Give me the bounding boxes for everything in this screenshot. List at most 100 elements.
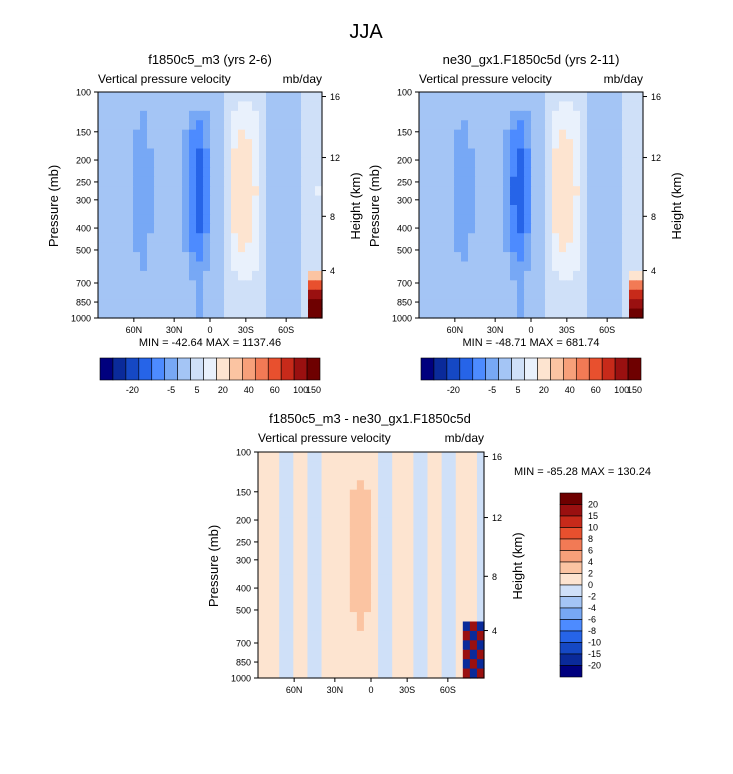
colorbar-swatch	[280, 357, 295, 381]
heatmap-cell	[419, 157, 427, 168]
heatmap-cell	[545, 299, 553, 310]
heatmap-cell	[175, 167, 183, 178]
heatmap-cell	[566, 129, 574, 140]
heatmap-cell	[168, 242, 176, 253]
heatmap-cell	[314, 489, 323, 500]
heatmap-cell	[273, 270, 281, 281]
heatmap-cell	[182, 167, 190, 178]
heatmap-cell	[273, 299, 281, 310]
heatmap-cell	[420, 461, 429, 472]
heatmap-cell	[349, 602, 358, 613]
heatmap-cell	[363, 470, 372, 481]
heatmap-cell	[510, 308, 518, 319]
heatmap-cell	[419, 242, 427, 253]
heatmap-cell	[608, 242, 616, 253]
heatmap-cell	[573, 92, 581, 103]
heatmap-cell	[531, 148, 539, 159]
heatmap-cell	[434, 555, 443, 566]
heatmap-cell	[258, 583, 266, 594]
heatmap-cell	[419, 129, 427, 140]
heatmap-cell	[335, 546, 344, 557]
y-tick-label: 500	[76, 245, 91, 255]
heatmap-cell	[552, 120, 560, 131]
heatmap-cell	[427, 461, 436, 472]
heatmap-cell	[224, 167, 232, 178]
heatmap-cell	[482, 289, 490, 300]
heatmap-cell	[342, 593, 351, 604]
heatmap-cell	[440, 120, 448, 131]
heatmap-cell	[566, 186, 574, 197]
heatmap-cell	[258, 612, 266, 623]
heatmap-cell	[307, 555, 316, 566]
heatmap-cell	[189, 157, 197, 168]
heatmap-cell	[119, 186, 127, 197]
heatmap-cell	[140, 299, 148, 310]
heatmap-cell	[301, 242, 309, 253]
heatmap-cell	[434, 499, 443, 510]
heatmap-cell	[462, 593, 471, 604]
heatmap-cell	[356, 480, 365, 491]
heatmap-cell	[287, 139, 295, 150]
heatmap-cell	[538, 289, 546, 300]
heatmap-cell	[413, 555, 422, 566]
heatmap-cell	[503, 92, 511, 103]
heatmap-cell	[308, 167, 316, 178]
heatmap-cell	[154, 252, 162, 263]
heatmap-cell	[455, 527, 464, 538]
heatmap-cell	[259, 308, 267, 319]
heatmap-cell	[440, 214, 448, 225]
heatmap-cell	[363, 489, 372, 500]
heatmap-cell	[503, 129, 511, 140]
heatmap-cell	[461, 242, 469, 253]
heatmap-cell	[448, 470, 457, 481]
heatmap-cell	[161, 167, 169, 178]
heatmap-cell	[259, 110, 267, 121]
colorbar-label: 40	[244, 385, 254, 395]
heatmap-cell	[447, 148, 455, 159]
heatmap-cell	[279, 499, 287, 510]
heatmap-cell	[476, 517, 485, 528]
heatmap-cell	[587, 195, 595, 206]
heatmap-cell	[510, 186, 518, 197]
colorbar-swatch	[125, 357, 140, 381]
heatmap-cell	[378, 593, 386, 604]
heatmap-cell	[266, 195, 274, 206]
heatmap-cell	[238, 120, 246, 131]
y-tick-label: 1000	[392, 314, 412, 324]
colorbar-swatch	[559, 527, 583, 540]
heatmap-cell	[168, 129, 176, 140]
heatmap-cell	[147, 252, 155, 263]
heatmap-cell	[433, 195, 441, 206]
colorbar-label: 6	[588, 546, 593, 556]
heatmap-cell	[189, 205, 197, 216]
heatmap-cell	[594, 205, 602, 216]
heatmap-cell	[105, 252, 113, 263]
heatmap-cell	[392, 508, 400, 519]
heatmap-cell	[524, 252, 532, 263]
heatmap-cell	[406, 489, 414, 500]
heatmap-cell	[314, 574, 323, 585]
heatmap-cell	[378, 659, 386, 670]
heatmap-cell	[455, 536, 464, 547]
heatmap-cell	[342, 555, 351, 566]
heatmap-cell	[406, 612, 414, 623]
heatmap-cell	[252, 233, 260, 244]
heatmap-cell	[566, 280, 574, 291]
heatmap-cell	[371, 621, 379, 632]
heatmap-cell	[280, 261, 288, 272]
heatmap-cell	[147, 157, 155, 168]
heatmap-cell	[231, 157, 239, 168]
heatmap-cell	[510, 214, 518, 225]
heatmap-cell	[140, 176, 148, 187]
heatmap-cell	[259, 261, 267, 272]
heatmap-cell	[629, 242, 637, 253]
heatmap-cell	[496, 92, 504, 103]
heatmap-cell	[476, 480, 485, 491]
heatmap-cell	[594, 252, 602, 263]
heatmap-cell	[266, 139, 274, 150]
heatmap-cell	[133, 101, 141, 112]
heatmap-cell	[462, 470, 471, 481]
heatmap-cell	[426, 129, 434, 140]
heatmap-cell	[419, 205, 427, 216]
heatmap-cell	[328, 508, 337, 519]
